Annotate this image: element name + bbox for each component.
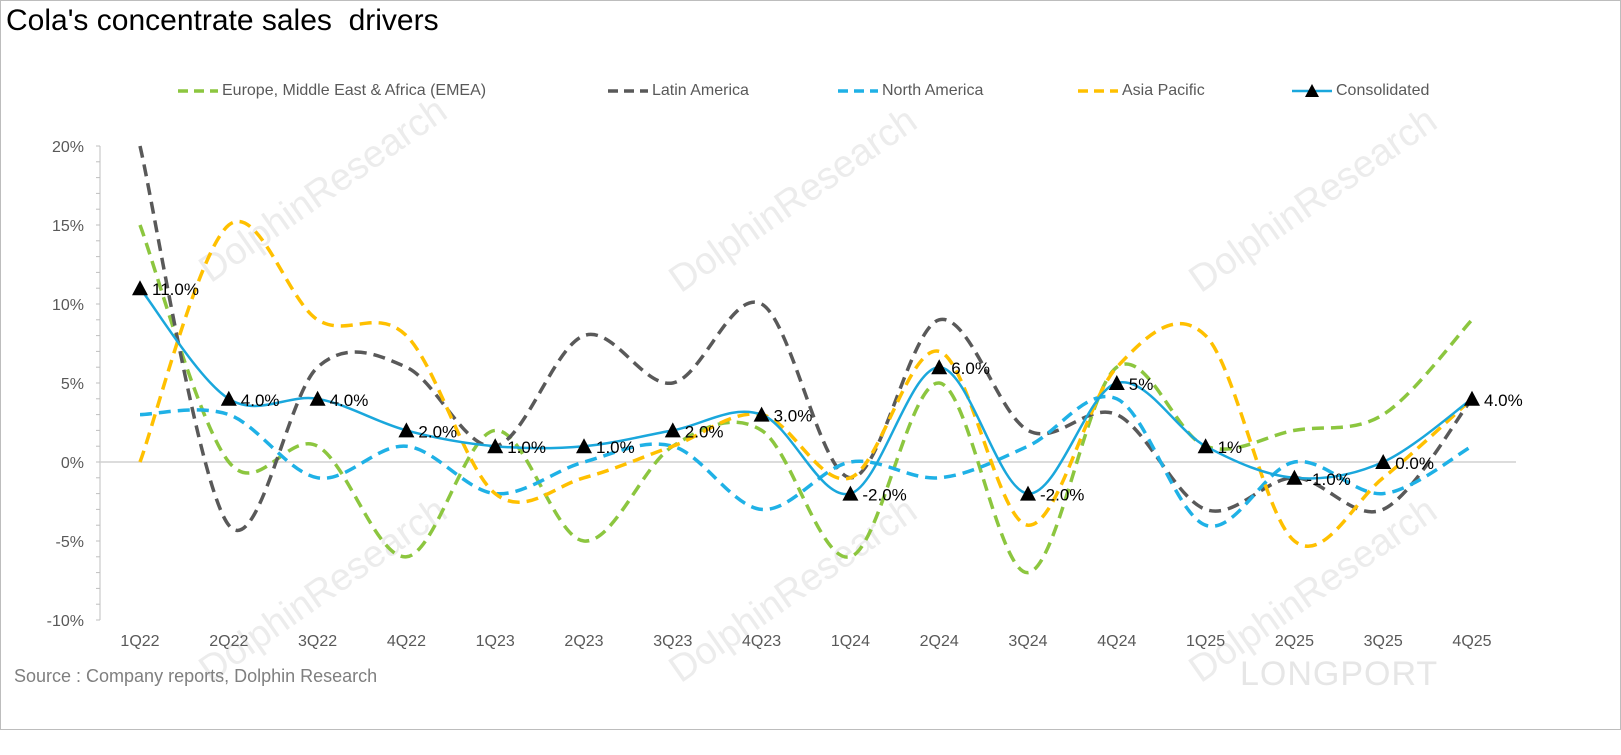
- series-line: [138, 145, 1474, 532]
- legend-item: North America: [838, 82, 983, 100]
- triangle-marker: [1464, 390, 1480, 406]
- series-4: 11.0% 4.0% 4.0% 2.0% 1.0% 1.0% 2.0% 3.0% -2.0% 6.…: [132, 280, 1523, 505]
- watermark-text: DolphinResearch: [1182, 99, 1445, 301]
- data-label: 3.0%: [774, 407, 813, 426]
- triangle-marker: [576, 438, 592, 454]
- x-tick-label: 3Q24: [1008, 633, 1047, 650]
- triangle-marker: [842, 485, 859, 501]
- triangle-marker: [1020, 485, 1036, 501]
- triangle-marker: [487, 438, 504, 454]
- watermark-text: DolphinResearch: [662, 99, 925, 301]
- data-label: 1.0%: [507, 438, 546, 457]
- chart-title: Cola's concentrate sales drivers: [6, 4, 439, 37]
- x-tick-label: 1Q25: [1186, 633, 1225, 650]
- watermark-text: DolphinResearch: [192, 89, 455, 291]
- triangle-marker: [1108, 375, 1125, 390]
- legend-label: Asia Pacific: [1122, 82, 1205, 99]
- x-tick-label: 4Q23: [742, 633, 781, 650]
- data-label: 2.0%: [418, 422, 457, 441]
- data-label: -2.0%: [1040, 486, 1084, 505]
- triangle-marker: [1197, 438, 1214, 454]
- x-tick-label: 2Q23: [564, 633, 603, 650]
- legend-swatch-icon: [608, 89, 648, 93]
- data-label: 5%: [1129, 375, 1154, 394]
- data-label: -1.0%: [1306, 470, 1350, 489]
- data-label: 4.0%: [1484, 391, 1523, 410]
- triangle-marker: [1286, 469, 1303, 485]
- x-tick-label: 1Q24: [831, 633, 870, 650]
- legend-item: Asia Pacific: [1078, 82, 1205, 100]
- triangle-marker: [931, 359, 948, 375]
- legend-label: Latin America: [652, 82, 749, 99]
- watermark-text: DolphinResearch: [662, 489, 925, 691]
- x-tick-label: 2Q24: [920, 633, 959, 650]
- legend-swatch-icon: [1292, 84, 1332, 97]
- triangle-marker: [1375, 454, 1392, 469]
- legend-item: Latin America: [608, 82, 749, 100]
- y-tick-label: 5%: [61, 376, 84, 393]
- x-tick-label: 2Q25: [1275, 633, 1314, 650]
- series-1: [138, 145, 1474, 532]
- brand-watermark: LONGPORT: [1240, 655, 1439, 693]
- data-label: 1.0%: [596, 438, 635, 457]
- legend-swatch-icon: [838, 89, 878, 93]
- legend-item: Consolidated: [1292, 82, 1429, 100]
- source-note: Source : Company reports, Dolphin Resear…: [14, 666, 378, 686]
- data-label: 11.0%: [152, 280, 199, 299]
- y-tick-label: 0%: [61, 455, 84, 472]
- triangle-marker: [664, 422, 681, 438]
- x-tick-label: 2Q22: [209, 633, 248, 650]
- y-tick-label: -10%: [47, 613, 84, 630]
- triangle-marker: [220, 390, 237, 406]
- data-label: 1%: [1218, 438, 1243, 457]
- triangle-marker: [398, 422, 415, 438]
- series-line: [138, 219, 1474, 548]
- x-tick-label: 4Q24: [1097, 633, 1136, 650]
- x-tick-label: 3Q25: [1364, 633, 1403, 650]
- series-line: [139, 394, 1473, 529]
- triangle-marker: [753, 406, 770, 422]
- series-3: [138, 219, 1474, 548]
- watermark-text: DolphinResearch: [192, 489, 455, 691]
- data-label: 0.0%: [1395, 454, 1434, 473]
- legend-label: Europe, Middle East & Africa (EMEA): [222, 82, 487, 99]
- legend-item: Europe, Middle East & Africa (EMEA): [178, 82, 486, 100]
- x-tick-label: 1Q22: [120, 633, 159, 650]
- data-label: 2.0%: [685, 422, 724, 441]
- legend-label: North America: [882, 82, 984, 99]
- x-tick-label: 3Q23: [653, 633, 692, 650]
- x-tick-label: 4Q22: [387, 633, 426, 650]
- data-label: -2.0%: [862, 486, 906, 505]
- x-tick-label: 4Q25: [1452, 633, 1491, 650]
- legend-swatch-icon: [1078, 89, 1118, 93]
- data-label: 6.0%: [951, 359, 990, 378]
- triangle-marker: [309, 390, 326, 406]
- data-label: 4.0%: [241, 391, 280, 410]
- x-tick-label: 3Q22: [298, 633, 337, 650]
- y-tick-label: 20%: [52, 139, 84, 156]
- y-tick-label: 15%: [52, 218, 84, 235]
- legend-label: Consolidated: [1336, 82, 1430, 99]
- series-2: [139, 394, 1473, 529]
- y-tick-label: 10%: [52, 297, 84, 314]
- x-tick-label: 1Q23: [476, 633, 515, 650]
- data-label: 4.0%: [330, 391, 369, 410]
- legend-swatch-icon: [178, 89, 218, 93]
- y-tick-label: -5%: [56, 534, 84, 551]
- legend: Europe, Middle East & Africa (EMEA) Latin…: [0, 82, 1621, 106]
- triangle-marker: [132, 280, 148, 296]
